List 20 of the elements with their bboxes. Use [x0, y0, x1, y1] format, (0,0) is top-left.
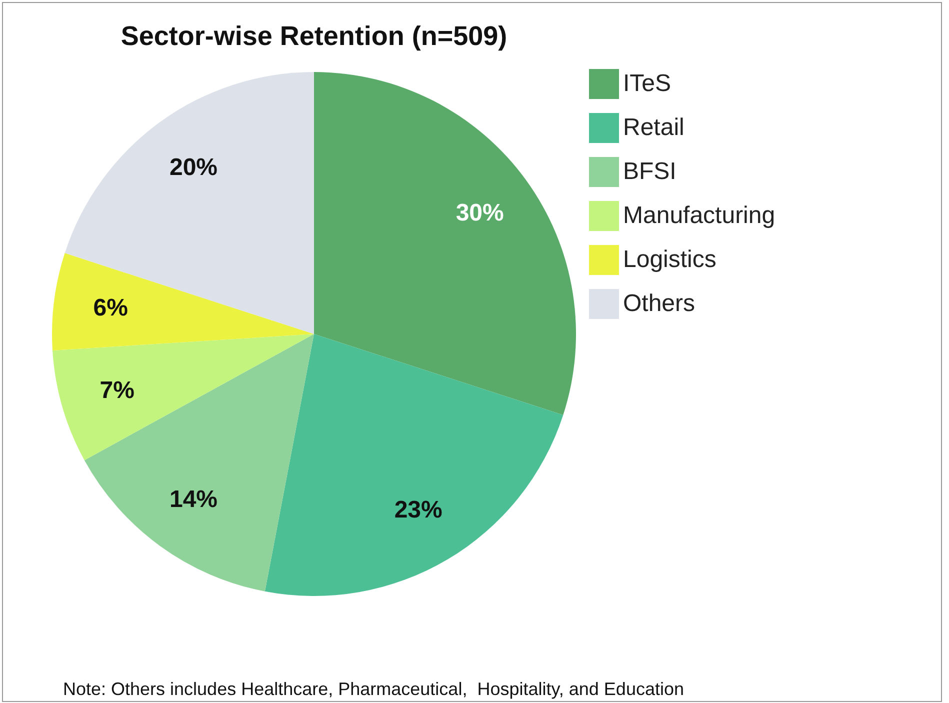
legend-label: ITeS — [623, 70, 672, 97]
data-label: 7% — [100, 377, 134, 404]
chart-title: Sector-wise Retention (n=509) — [120, 21, 508, 51]
pie-slice — [84, 334, 314, 592]
pie-slice — [64, 72, 314, 334]
data-label: 30% — [456, 200, 504, 227]
data-label: 20% — [169, 154, 218, 182]
data-label: 14% — [169, 486, 218, 513]
pie-slice — [52, 334, 314, 460]
pie-slice — [314, 72, 576, 415]
legend-label: Retail — [623, 114, 684, 141]
legend-label: Manufacturing — [623, 202, 776, 229]
legend-label: BFSI — [623, 158, 676, 185]
legend-label: Others — [623, 290, 696, 317]
pie-slice — [264, 334, 564, 596]
data-label: 6% — [93, 294, 128, 322]
data-label: 23% — [394, 496, 442, 524]
pie-slice — [52, 253, 314, 350]
text: Note: Others includes Healthcare, Pharmaceutical, Hospitality, and Education — [63, 679, 684, 700]
legend-label: Logistics — [623, 246, 716, 273]
